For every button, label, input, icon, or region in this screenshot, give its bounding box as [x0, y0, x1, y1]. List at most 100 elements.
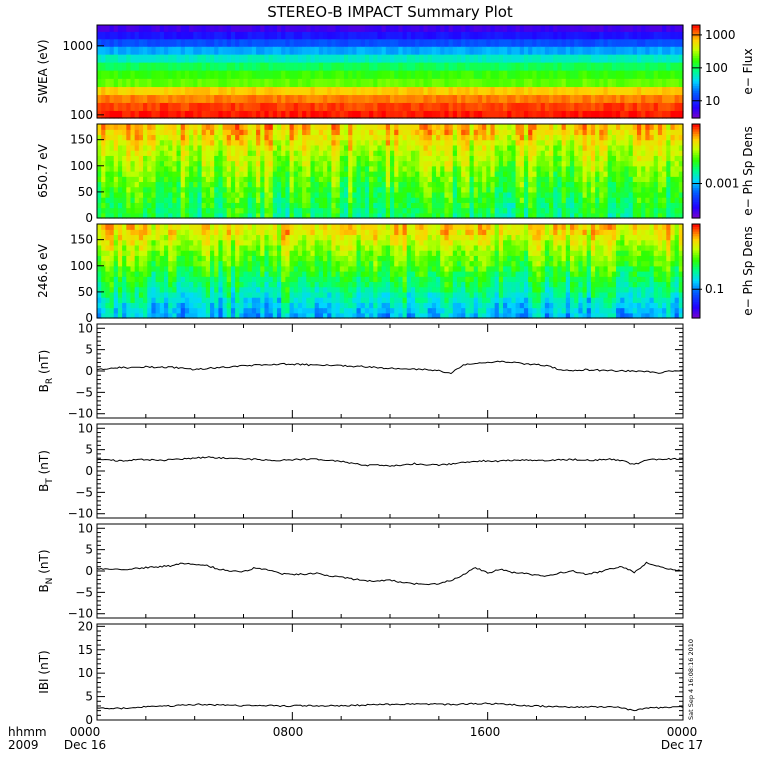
- pad650-cell: [230, 171, 236, 177]
- swea-cell: [419, 39, 425, 48]
- pad650-cell: [168, 129, 173, 136]
- pad650-cell: [97, 165, 102, 172]
- pad650-cell: [172, 186, 178, 193]
- pad650-cell: [189, 144, 194, 151]
- pad650-cell: [645, 144, 651, 151]
- swea-cell: [603, 54, 609, 64]
- pad246-cell: [180, 297, 186, 303]
- pad650-cell: [147, 134, 153, 141]
- pad246-cell: [377, 291, 383, 298]
- pad650-cell: [302, 186, 307, 193]
- pad650-cell: [540, 181, 546, 188]
- swea-cell: [247, 87, 253, 96]
- swea-cell: [452, 62, 458, 72]
- swea-cell: [302, 62, 307, 72]
- pad650-cell: [540, 155, 546, 162]
- pad246-cell: [310, 302, 316, 309]
- pad246-cell: [138, 307, 144, 314]
- swea-cell: [494, 62, 500, 72]
- pad650-cell: [603, 160, 609, 167]
- pad246-cell: [456, 302, 462, 309]
- pad650-cell: [666, 191, 672, 198]
- swea-cell: [390, 46, 395, 56]
- pad650-cell: [473, 212, 479, 219]
- pad650-cell: [427, 186, 433, 193]
- pad650-cell: [448, 171, 454, 177]
- swea-cell: [189, 31, 194, 40]
- pad650-cell: [360, 181, 366, 188]
- pad650-cell: [147, 176, 153, 183]
- swea-cell: [352, 102, 358, 112]
- swea-cell: [519, 110, 525, 119]
- pad650-cell: [264, 150, 270, 156]
- pad246-cell: [335, 302, 341, 309]
- pad246-cell: [306, 312, 312, 319]
- pad650-cell: [616, 150, 621, 156]
- swea-colorbar-segment: [692, 69, 700, 73]
- pad650-cell: [636, 134, 642, 141]
- pad650-cell: [582, 160, 588, 167]
- swea-cell: [373, 95, 379, 104]
- swea-cell: [377, 62, 383, 72]
- pad650-cell: [674, 181, 680, 188]
- swea-cell: [603, 31, 609, 40]
- pad650-cell: [599, 165, 605, 172]
- pad650-cell: [423, 134, 429, 141]
- pad650-cell: [402, 171, 408, 177]
- swea-cell: [398, 46, 404, 56]
- pad650-cell: [260, 160, 266, 167]
- pad650-cell: [636, 129, 642, 136]
- swea-cell: [632, 110, 638, 119]
- swea-cell: [624, 87, 630, 96]
- pad650-cell: [364, 139, 370, 146]
- pad650-cell: [239, 212, 245, 219]
- pad650-cell: [427, 134, 433, 141]
- pad650-cell: [352, 197, 358, 203]
- pad650-cell: [331, 150, 337, 156]
- swea-cell: [666, 95, 672, 104]
- pad650-cell: [565, 202, 571, 209]
- swea-cell: [423, 70, 429, 80]
- swea-cell: [532, 25, 538, 33]
- pad650-cell: [276, 197, 282, 203]
- pad650-cell: [461, 202, 466, 209]
- pad650-cell: [657, 129, 663, 136]
- pad650-cell: [235, 197, 240, 203]
- pad650-cell: [574, 150, 579, 156]
- swea-cell: [172, 46, 178, 56]
- pad650-cell: [670, 124, 676, 130]
- swea-cell: [268, 54, 274, 64]
- pad650-cell: [653, 144, 659, 151]
- pad650-cell: [586, 186, 592, 193]
- pad650-cell: [406, 165, 412, 172]
- swea-cell: [507, 110, 512, 119]
- pad650-cell: [469, 150, 475, 156]
- swea-cell: [210, 39, 215, 48]
- swea-cell: [415, 78, 420, 88]
- pad650-cell: [272, 124, 278, 130]
- swea-cell: [444, 31, 450, 40]
- pad650-cell: [482, 129, 487, 136]
- swea-cell: [289, 102, 295, 112]
- pad650-cell: [180, 160, 186, 167]
- pad650-cell: [243, 191, 249, 198]
- swea-cell: [377, 25, 383, 33]
- pad650-cell: [126, 171, 132, 177]
- pad650-cell: [268, 124, 274, 130]
- pad650-cell: [578, 176, 584, 183]
- swea-cell: [670, 54, 676, 64]
- pad650-cell: [632, 150, 638, 156]
- pad246-cell: [159, 297, 165, 303]
- pad650-cell: [264, 207, 270, 214]
- pad650-cell: [314, 155, 320, 162]
- pad650-cell: [343, 124, 349, 130]
- pad650-cell: [616, 134, 621, 141]
- pad650-cell: [398, 186, 404, 193]
- swea-cell: [569, 62, 575, 72]
- pad650-cell: [276, 155, 282, 162]
- pad246-cell: [230, 312, 236, 319]
- pad246-cell: [431, 302, 437, 309]
- pad650-cell: [251, 191, 257, 198]
- swea-cell: [456, 31, 462, 40]
- pad650-cell: [540, 176, 546, 183]
